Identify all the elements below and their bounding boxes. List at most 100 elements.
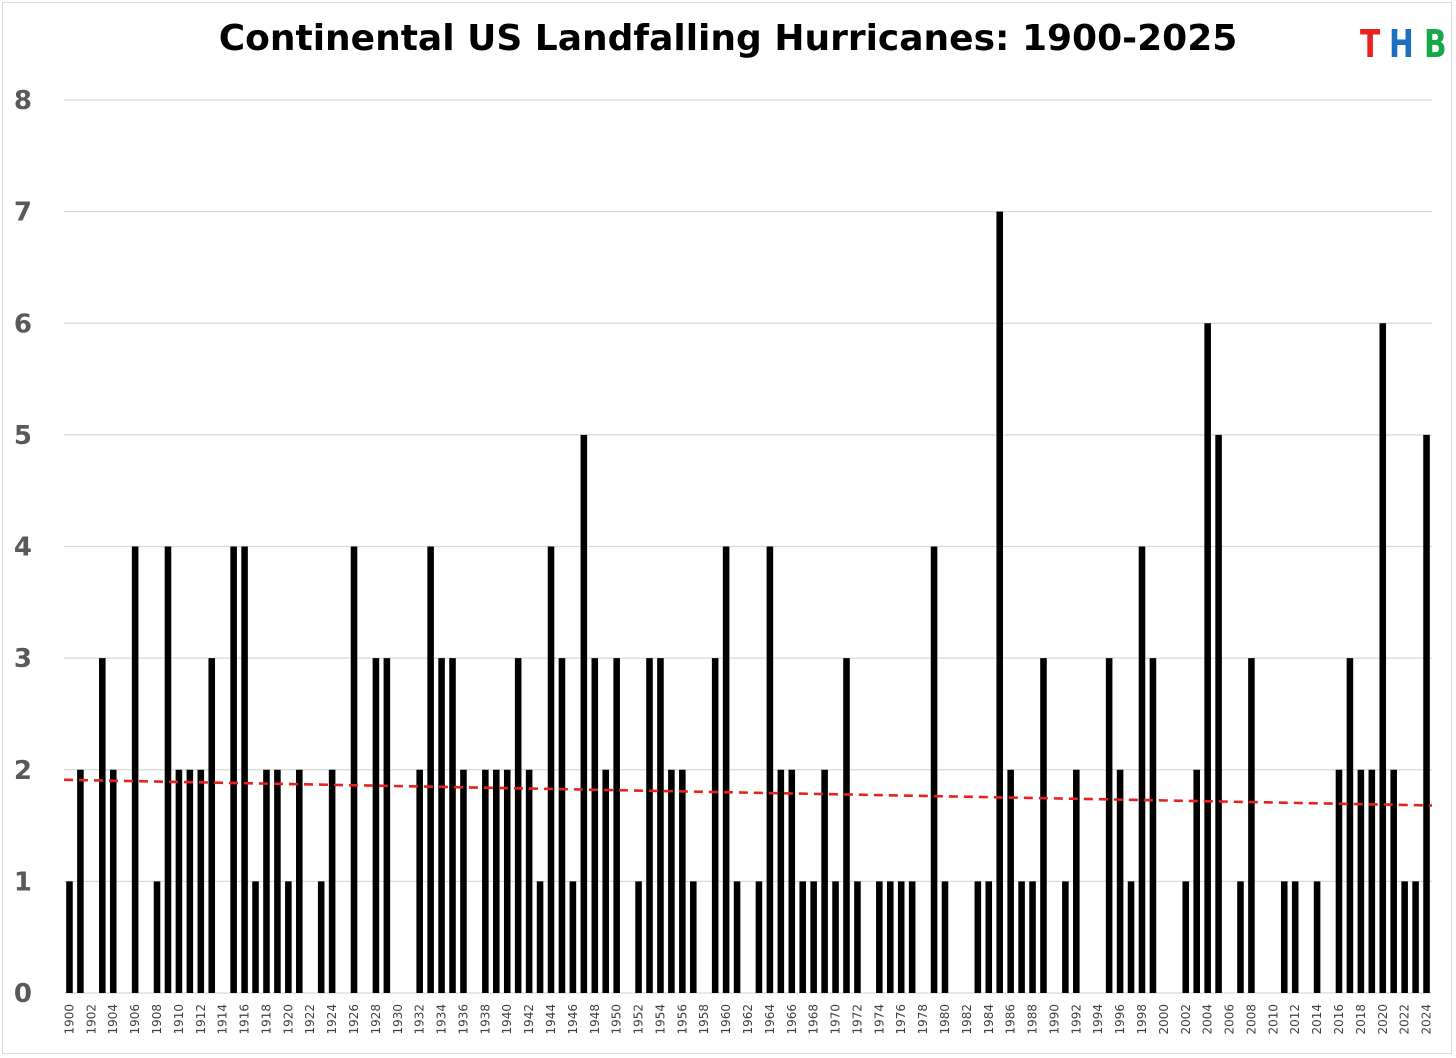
x-tick-label-1968: 1968 xyxy=(807,1004,821,1035)
x-tick-label-1980: 1980 xyxy=(938,1004,952,1035)
bar-1960 xyxy=(722,546,730,993)
x-tick-label-1964: 1964 xyxy=(763,1004,777,1035)
bar-1946 xyxy=(569,881,577,993)
logo-letter-t: T xyxy=(1360,22,1380,66)
bar-1988 xyxy=(1029,881,1036,993)
bar-1910 xyxy=(175,769,183,993)
x-tick-label-1948: 1948 xyxy=(588,1004,602,1035)
bar-1997 xyxy=(1127,881,1135,993)
x-tick-label-2020: 2020 xyxy=(1376,1004,1390,1035)
x-tick-label-1958: 1958 xyxy=(697,1004,711,1035)
x-tick-label-1916: 1916 xyxy=(238,1004,252,1035)
bar-1949 xyxy=(602,769,610,993)
y-tick-label-1: 1 xyxy=(14,867,32,897)
x-tick-label-1998: 1998 xyxy=(1135,1004,1149,1035)
bar-2023 xyxy=(1412,881,1419,993)
gridlines xyxy=(64,99,1432,994)
bar-2024 xyxy=(1423,434,1430,993)
bar-1957 xyxy=(689,881,697,993)
x-tick-label-2010: 2010 xyxy=(1266,1004,1280,1035)
x-tick-label-1996: 1996 xyxy=(1113,1004,1127,1035)
bar-1961 xyxy=(733,881,741,993)
bar-1943 xyxy=(536,881,544,993)
x-tick-label-1984: 1984 xyxy=(982,1004,996,1035)
bar-1944 xyxy=(547,546,555,993)
y-tick-label-0: 0 xyxy=(14,979,32,1009)
bar-1956 xyxy=(679,769,686,993)
bar-1918 xyxy=(263,769,270,993)
bar-1909 xyxy=(164,546,172,993)
bar-2002 xyxy=(1182,881,1190,993)
bar-1948 xyxy=(591,658,599,993)
bar-1971 xyxy=(843,658,850,993)
x-tick-label-1938: 1938 xyxy=(478,1004,492,1035)
x-tick-label-1912: 1912 xyxy=(194,1004,208,1035)
bar-1947 xyxy=(580,434,588,993)
bar-1940 xyxy=(503,769,511,993)
bar-1934 xyxy=(438,658,445,993)
x-tick-label-1966: 1966 xyxy=(785,1004,799,1035)
bar-1964 xyxy=(766,546,774,993)
bar-1959 xyxy=(711,658,719,993)
bar-1919 xyxy=(274,769,281,993)
bar-1977 xyxy=(908,881,916,993)
bar-2019 xyxy=(1368,769,1376,993)
x-tick-label-1982: 1982 xyxy=(960,1004,974,1035)
x-tick-label-1936: 1936 xyxy=(456,1004,470,1035)
bar-1954 xyxy=(657,658,664,993)
bar-1965 xyxy=(777,769,785,993)
bar-1911 xyxy=(186,769,194,993)
bar-1917 xyxy=(252,881,259,993)
bar-1999 xyxy=(1149,658,1157,993)
x-tick-label-1906: 1906 xyxy=(128,1004,142,1035)
y-tick-label-8: 8 xyxy=(14,86,32,116)
x-tick-label-1922: 1922 xyxy=(303,1004,317,1035)
x-tick-label-2000: 2000 xyxy=(1157,1004,1171,1035)
bar-2012 xyxy=(1291,881,1299,993)
bar-1945 xyxy=(558,658,566,993)
bar-1936 xyxy=(460,769,467,993)
x-tick-label-1970: 1970 xyxy=(829,1004,843,1035)
bar-2020 xyxy=(1379,323,1387,993)
trendline xyxy=(63,778,1433,807)
bar-2008 xyxy=(1248,658,1255,993)
x-tick-label-1902: 1902 xyxy=(84,1004,98,1035)
y-tick-label-7: 7 xyxy=(14,198,32,228)
bar-2003 xyxy=(1193,769,1200,993)
x-tick-label-1932: 1932 xyxy=(413,1004,427,1035)
x-tick-label-2006: 2006 xyxy=(1223,1004,1237,1035)
x-tick-label-1928: 1928 xyxy=(369,1004,383,1035)
bar-1933 xyxy=(427,546,434,993)
x-tick-label-1914: 1914 xyxy=(216,1004,230,1035)
trendline-layer xyxy=(63,778,1433,807)
bar-1963 xyxy=(755,881,763,993)
bar-1932 xyxy=(416,769,423,993)
bar-1985 xyxy=(996,211,1003,993)
bar-1972 xyxy=(854,881,861,993)
bar-1984 xyxy=(985,881,993,993)
x-tick-label-2014: 2014 xyxy=(1310,1004,1324,1035)
bar-1986 xyxy=(1007,769,1014,993)
x-tick-label-1910: 1910 xyxy=(172,1004,186,1035)
x-tick-label-1960: 1960 xyxy=(719,1004,733,1035)
bar-1996 xyxy=(1116,769,1124,993)
x-tick-label-1944: 1944 xyxy=(544,1004,558,1035)
logo-letter-b: B xyxy=(1424,22,1447,66)
x-tick-label-1972: 1972 xyxy=(850,1004,864,1035)
bar-1935 xyxy=(449,658,456,993)
bar-1969 xyxy=(821,769,828,993)
bar-1921 xyxy=(296,769,303,993)
x-tick-label-1976: 1976 xyxy=(894,1004,908,1035)
bar-1928 xyxy=(372,658,380,993)
x-tick-label-1924: 1924 xyxy=(325,1004,339,1035)
bar-1953 xyxy=(646,658,653,993)
bar-1983 xyxy=(974,881,982,993)
x-tick-label-2018: 2018 xyxy=(1354,1004,1368,1035)
bar-1995 xyxy=(1105,658,1113,993)
bar-1900 xyxy=(66,881,73,993)
bar-1915 xyxy=(230,546,237,993)
bar-1912 xyxy=(197,769,205,993)
thb-logo: T H B xyxy=(1360,22,1447,66)
bars xyxy=(66,211,1430,993)
